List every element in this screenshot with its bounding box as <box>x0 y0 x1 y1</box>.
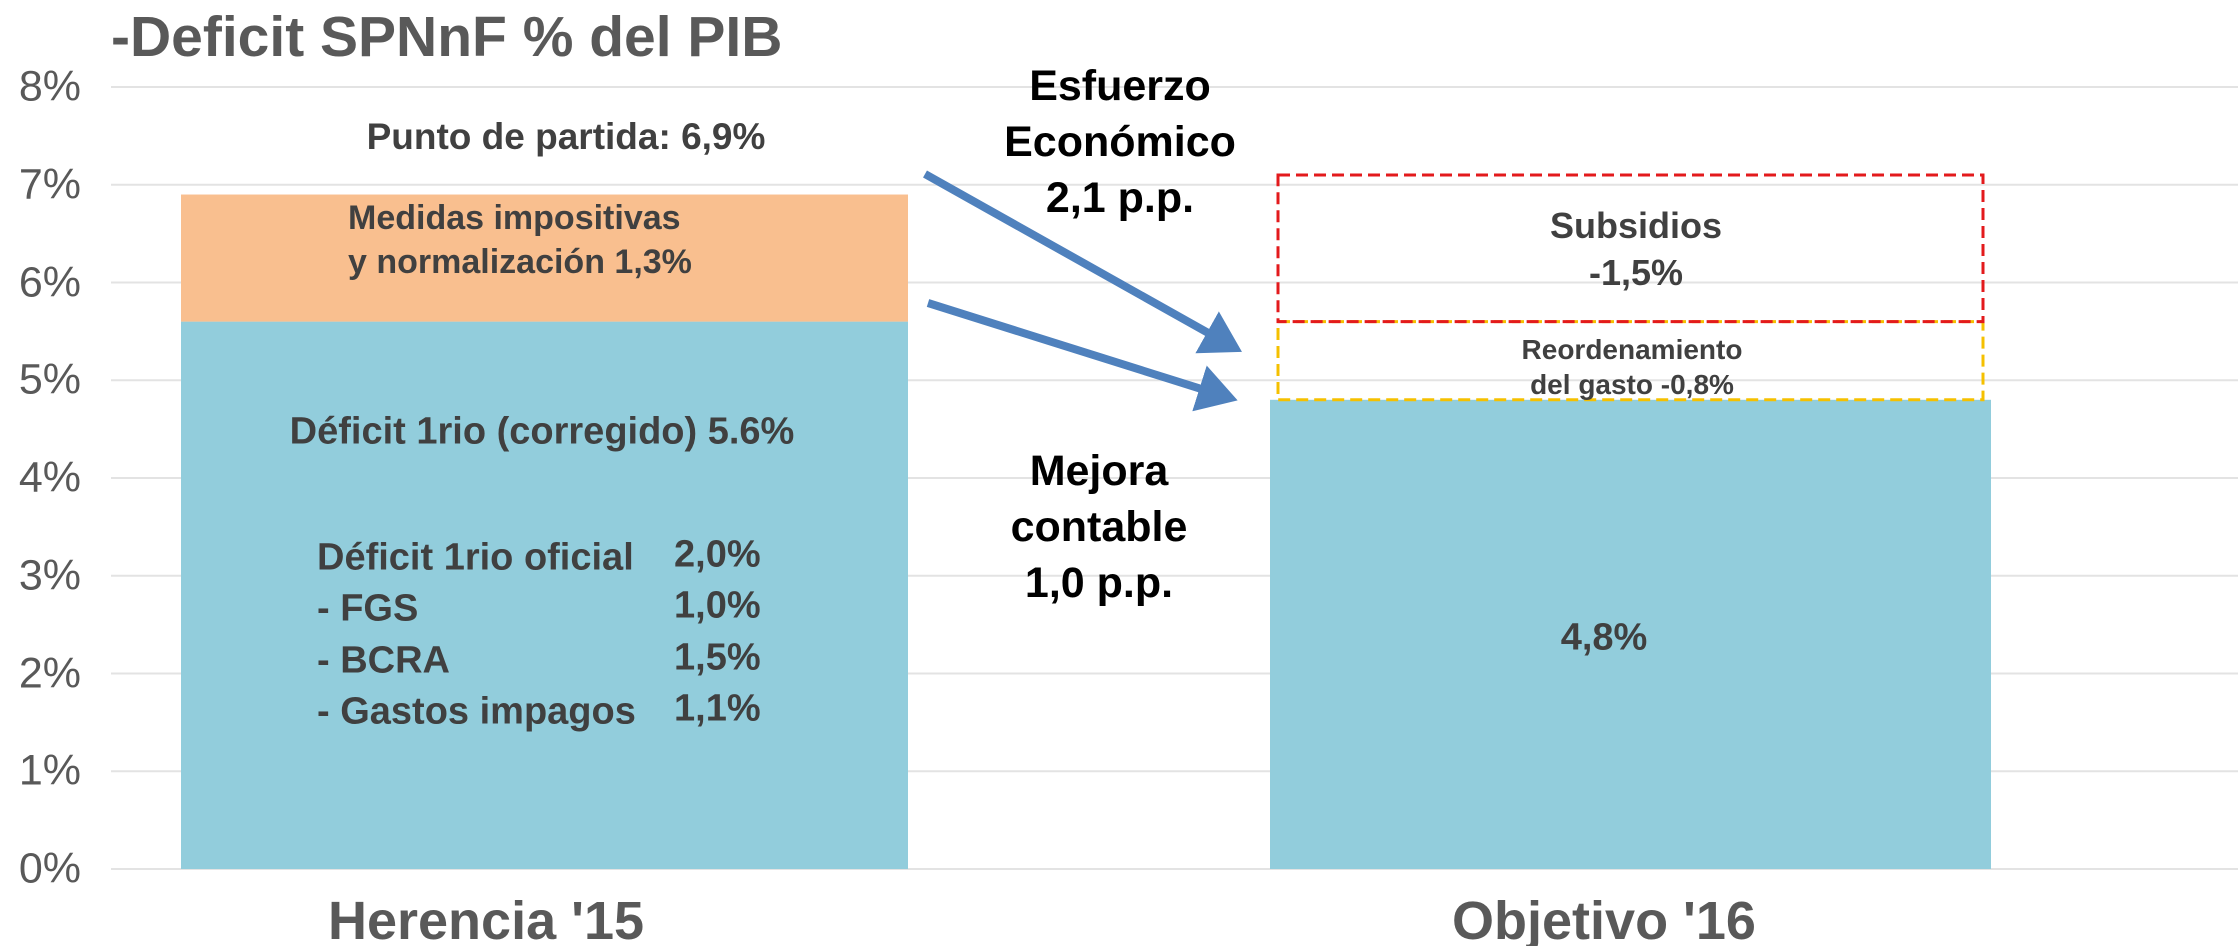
y-tick-label: 7% <box>18 160 81 209</box>
y-tick-label: 1% <box>18 746 81 795</box>
bar-segment <box>1276 320 1985 402</box>
x-tick-label: Objetivo '16 <box>1452 891 1756 946</box>
breakdown-value: 1,1% <box>674 687 761 730</box>
data-label: Subsidios -1,5% <box>1549 205 1723 293</box>
breakdown-label: Déficit 1rio oficial <box>317 536 634 579</box>
y-tick-label: 6% <box>18 258 81 306</box>
breakdown-label: - BCRA <box>317 639 450 682</box>
arrow <box>926 299 1238 412</box>
data-label: Reordenamiento del gasto -0,8% <box>1521 334 1743 400</box>
annotation: Punto de partida: 6,9% <box>366 115 766 157</box>
breakdown-value: 1,5% <box>674 636 761 679</box>
annotation: Mejora contable 1,0 p.p. <box>1010 447 1188 607</box>
y-tick-label: 0% <box>18 844 81 893</box>
breakdown-label: - FGS <box>317 587 419 630</box>
bar-segment <box>181 321 908 870</box>
breakdown-label: - Gastos impagos <box>317 690 636 733</box>
y-tick-label: 5% <box>18 355 81 404</box>
bar-segment <box>1276 173 1985 324</box>
data-label: Medidas impositivas y normalización 1,3% <box>348 198 692 281</box>
data-label: Déficit 1rio (corregido) 5.6% <box>289 410 795 453</box>
y-tick-label: 3% <box>18 551 81 600</box>
chart-title: -Deficit SPNnF % del PIB <box>111 5 783 69</box>
y-tick-label: 2% <box>18 649 81 697</box>
x-tick-label: Herencia '15 <box>327 891 645 946</box>
breakdown-value: 2,0% <box>674 533 761 576</box>
annotation: Esfuerzo Económico 2,1 p.p. <box>1004 62 1236 222</box>
bar-segment <box>1270 399 1991 869</box>
arrow <box>923 170 1242 354</box>
bar-segment <box>181 194 908 322</box>
breakdown-value: 1,0% <box>674 584 761 627</box>
data-label: 4,8% <box>1560 616 1648 659</box>
y-tick-label: 8% <box>18 62 81 111</box>
y-tick-label: 4% <box>18 453 81 502</box>
